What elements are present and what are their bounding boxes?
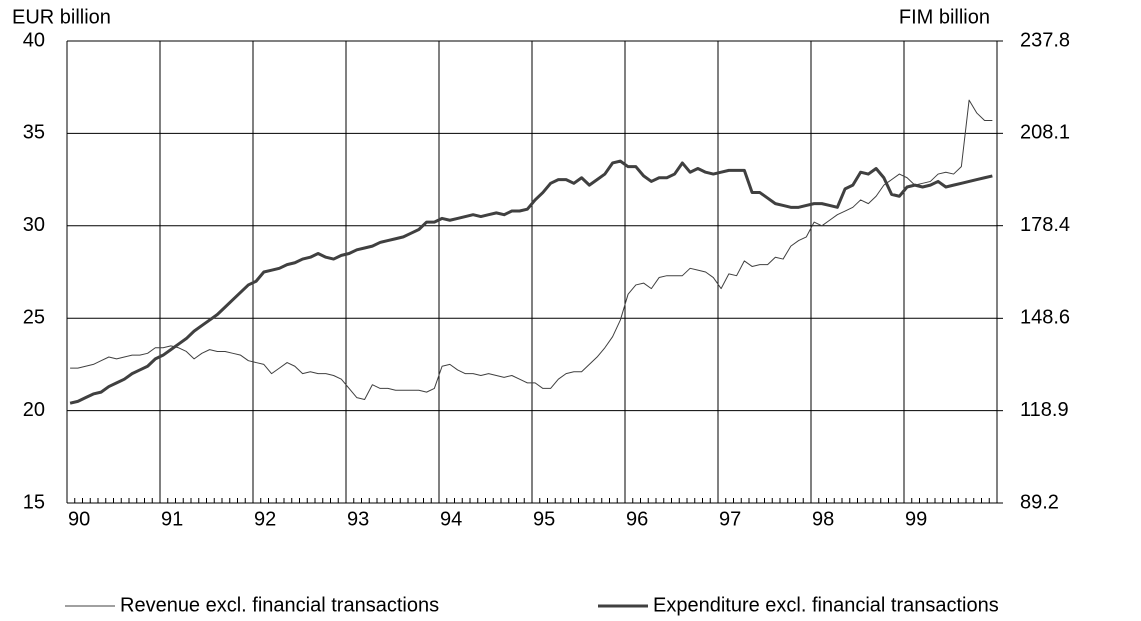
y2-tick-label: 237.8 [1020,29,1070,51]
y2-tick-label: 89.2 [1020,491,1059,513]
x-tick-label: 91 [161,508,183,530]
x-tick-label: 92 [254,508,276,530]
y2-tick-label: 148.6 [1020,307,1070,329]
x-tick-label: 97 [719,508,741,530]
series-line [69,159,993,405]
x-tick-label: 96 [626,508,648,530]
y-axis-label: EUR billion [12,6,111,28]
series-line [70,99,993,401]
y-tick-label: 15 [23,491,45,513]
x-tick-label: 95 [533,508,555,530]
y-tick-label: 35 [23,122,45,144]
y-tick-label: 40 [23,29,45,51]
y-tick-label: 25 [23,306,45,328]
legend-label: Expenditure excl. financial transactions [653,594,999,616]
x-tick-label: 93 [347,508,369,530]
y2-tick-label: 208.1 [1020,122,1070,144]
x-tick-label: 98 [812,508,834,530]
x-tick-label: 90 [68,508,90,530]
y2-tick-label: 178.4 [1020,214,1070,236]
legend-label: Revenue excl. financial transactions [120,594,439,616]
x-tick-label: 94 [440,508,462,530]
x-tick-label: 99 [905,508,927,530]
y-tick-label: 20 [23,399,45,421]
y2-tick-label: 118.9 [1020,399,1069,421]
y-tick-label: 30 [23,214,45,236]
y2-axis-label: FIM billion [899,6,990,28]
